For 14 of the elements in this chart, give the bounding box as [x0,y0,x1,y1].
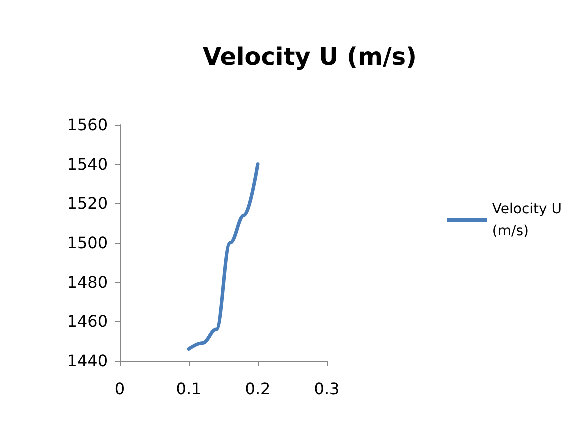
line-series [187,162,260,351]
y-tick-label: 1440 [67,352,108,370]
x-tick-label: 0.2 [245,380,271,398]
y-tick-label: 1560 [67,116,108,134]
y-tick-label: 1520 [67,194,108,214]
x-tick-label: 0.3 [314,380,340,398]
y-tick-label: 1480 [67,272,108,292]
x-tick-label: 0 [114,380,126,398]
x-tick-label: 0.1 [176,380,202,398]
chart-title: Velocity U (m/s) [202,43,418,71]
y-tick-label: 1540 [67,154,108,174]
legend-label: Velocity U (m/s) [492,202,562,240]
y-tick-label: 1500 [67,234,108,252]
y-tick-label: 1460 [67,312,108,332]
